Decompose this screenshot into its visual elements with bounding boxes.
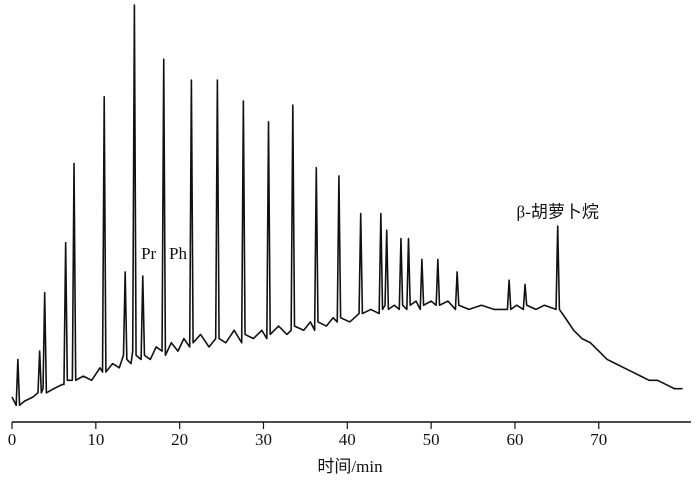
x-tick-label: 70 — [590, 430, 607, 449]
x-tick-label: 10 — [87, 430, 104, 449]
x-tick-label: 20 — [171, 430, 188, 449]
x-tick-label: 60 — [506, 430, 523, 449]
annotation: Pr — [141, 244, 156, 263]
x-tick-label: 40 — [339, 430, 356, 449]
annotation: Ph — [169, 244, 187, 263]
x-tick-label: 30 — [255, 430, 272, 449]
x-tick-label: 0 — [8, 430, 17, 449]
trace — [11, 4, 683, 407]
x-axis-label: 时间/min — [317, 457, 383, 476]
x-tick-label: 50 — [423, 430, 440, 449]
annotation: β-胡萝卜烷 — [517, 202, 599, 221]
